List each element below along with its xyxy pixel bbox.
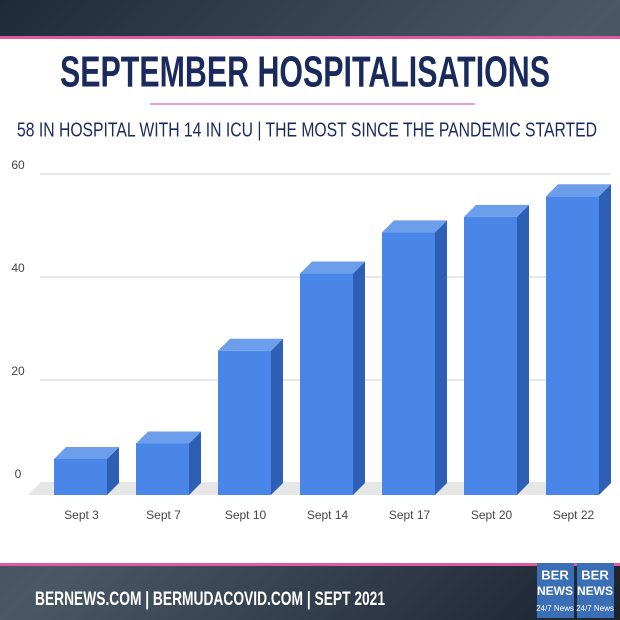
bar-top (546, 184, 611, 197)
top-stripe (0, 36, 620, 39)
logo-tag: 24/7 News (536, 604, 574, 613)
bar-side (107, 446, 119, 495)
bar-top (464, 204, 529, 217)
logo-text: BER (581, 567, 609, 582)
y-tick-label: 40 (11, 261, 25, 275)
x-tick-label: Sept 22 (553, 508, 595, 522)
bar-top (218, 338, 283, 351)
bar (546, 196, 599, 496)
bar (382, 232, 435, 495)
plot: 0 20 40 60 Sept 3 Sept 7 Sept 10 Sept 14 Sept 17… (11, 158, 611, 522)
bar-side (599, 184, 611, 496)
bar-side (435, 220, 447, 495)
chart-title: SEPTEMBER HOSPITALISATIONS (60, 48, 550, 97)
y-tick-label: 0 (15, 467, 22, 481)
bar (464, 216, 517, 495)
bar-top (136, 431, 201, 444)
logo-box (577, 563, 614, 618)
x-tick-label: Sept 10 (225, 508, 267, 522)
x-tick-label: Sept 14 (307, 508, 349, 522)
bar-side (271, 338, 283, 495)
logo-tag: 24/7 News (576, 604, 614, 613)
bar-top (54, 446, 119, 459)
bar-top (382, 220, 447, 233)
logo-text: NEWS (577, 584, 613, 598)
bar-side (189, 431, 201, 495)
y-tick-label: 20 (11, 364, 25, 378)
bar (300, 273, 353, 495)
x-tick-label: Sept 7 (146, 508, 181, 522)
bar-side (353, 261, 365, 495)
logo-text: NEWS (537, 584, 573, 598)
y-tick-label: 60 (11, 158, 25, 172)
logo: BER NEWS 24/7 News BER NEWS 24/7 News (536, 563, 614, 618)
bar (136, 443, 189, 495)
logo-box (537, 563, 574, 618)
bar (218, 350, 271, 495)
x-tick-label: Sept 17 (389, 508, 431, 522)
bar-side (517, 204, 529, 495)
bar-top (300, 261, 365, 274)
chart-subtitle: 58 IN HOSPITAL WITH 14 IN ICU | THE MOST… (17, 119, 597, 141)
bar (54, 458, 107, 495)
x-tick-label: Sept 3 (64, 508, 99, 522)
logo-text: BER (541, 567, 569, 582)
x-tick-label: Sept 20 (471, 508, 513, 522)
footer-text: BERNEWS.COM | BERMUDACOVID.COM | SEPT 20… (35, 589, 385, 610)
bottom-stripe (0, 563, 620, 566)
